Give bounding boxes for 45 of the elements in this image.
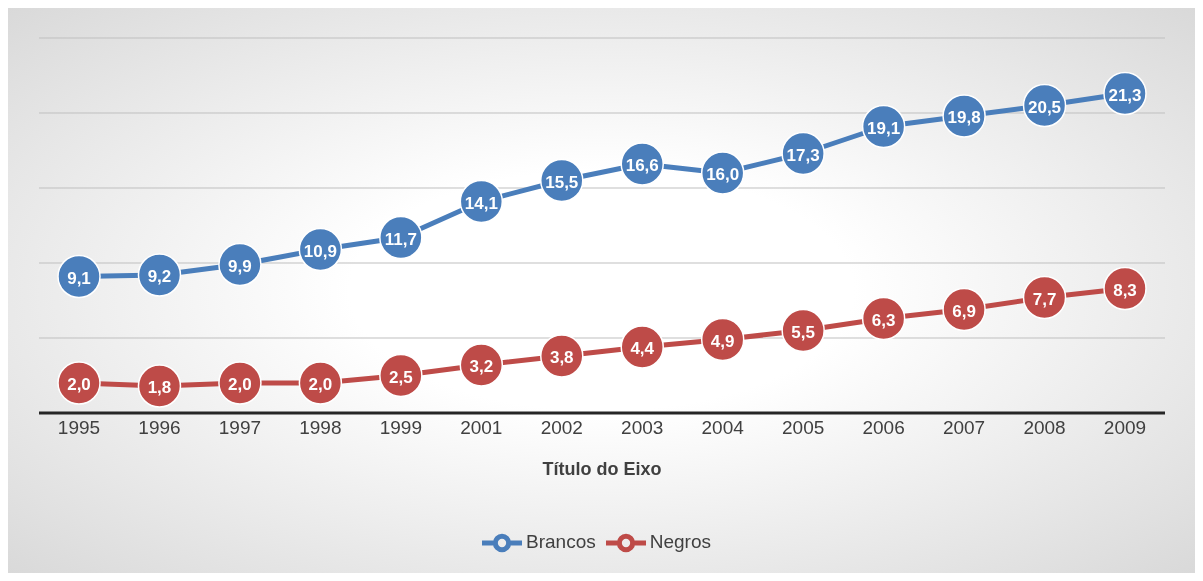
data-label: 3,8 <box>549 348 574 367</box>
data-label: 4,9 <box>710 331 735 351</box>
x-tick-label: 2009 <box>1103 417 1147 439</box>
x-axis-title: Título do Eixo <box>542 459 662 479</box>
data-label: 8,3 <box>1113 280 1137 300</box>
data-label: 2,0 <box>228 375 252 394</box>
data-label: 10,9 <box>303 241 337 261</box>
x-tick-label: 1999 <box>379 417 422 439</box>
x-tick-label: 2005 <box>782 417 825 439</box>
x-tick-label: 2008 <box>1023 417 1066 439</box>
x-tick-label: 1998 <box>299 417 342 439</box>
x-tick-label: 1997 <box>218 417 262 439</box>
data-label: 17,3 <box>786 145 820 165</box>
x-tick-label: 2002 <box>540 417 583 439</box>
legend-label: Brancos <box>526 531 596 553</box>
data-label: 19,8 <box>947 108 981 127</box>
x-tick-label: 2004 <box>701 417 745 439</box>
data-label: 4,4 <box>630 339 655 358</box>
data-label: 2,0 <box>308 375 333 394</box>
x-tick-label: 1996 <box>138 417 181 439</box>
legend-label: Negros <box>649 531 711 553</box>
data-label: 20,5 <box>1027 97 1062 117</box>
data-label: 6,9 <box>952 301 976 321</box>
data-label: 3,2 <box>469 357 494 376</box>
data-label: 6,3 <box>871 310 896 330</box>
data-label: 5,5 <box>791 322 815 342</box>
data-label: 9,9 <box>228 256 252 276</box>
x-tick-label: 2007 <box>942 417 986 439</box>
data-label: 9,2 <box>147 267 172 286</box>
data-label: 16,6 <box>625 156 659 175</box>
data-label: 11,7 <box>384 229 417 249</box>
data-label: 16,0 <box>706 165 740 184</box>
data-label: 19,1 <box>867 118 901 138</box>
data-label: 7,7 <box>1032 289 1057 309</box>
data-label: 15,5 <box>545 172 579 192</box>
x-tick-label: 1995 <box>57 417 101 439</box>
x-tick-label: 2003 <box>621 417 664 439</box>
data-label: 9,1 <box>67 268 91 288</box>
data-label: 2,0 <box>67 375 91 394</box>
x-tick-label: 2006 <box>862 417 905 439</box>
x-tick-label: 2001 <box>460 417 503 439</box>
data-label: 14,1 <box>464 193 498 213</box>
data-label: 2,5 <box>389 367 413 387</box>
data-label: 1,8 <box>147 378 172 397</box>
data-label: 21,3 <box>1108 85 1142 105</box>
